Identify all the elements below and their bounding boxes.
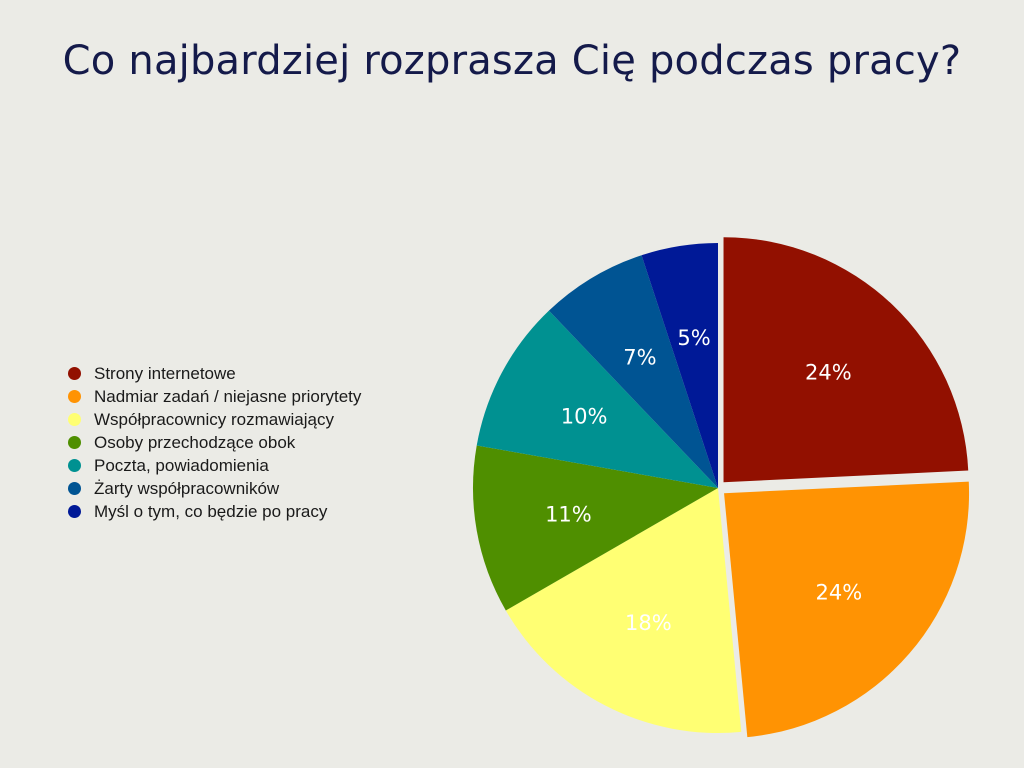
slice-value-label: 10% bbox=[561, 404, 608, 428]
legend-swatch bbox=[68, 482, 81, 495]
slice-value-label: 11% bbox=[545, 502, 592, 526]
legend-item: Współpracownicy rozmawiający bbox=[68, 408, 361, 431]
legend-item: Strony internetowe bbox=[68, 362, 361, 385]
pie-slice bbox=[473, 445, 718, 611]
pie-slice bbox=[724, 481, 970, 738]
pie-slice bbox=[505, 488, 742, 733]
legend-label: Poczta, powiadomienia bbox=[94, 455, 269, 475]
legend-item: Żarty współpracowników bbox=[68, 477, 361, 500]
pie-slice bbox=[548, 255, 718, 488]
pie-slice bbox=[476, 310, 718, 488]
legend-swatch bbox=[68, 390, 81, 403]
slice-value-label: 24% bbox=[805, 360, 852, 384]
pie-slice bbox=[641, 243, 718, 488]
legend-item: Nadmiar zadań / niejasne priorytety bbox=[68, 385, 361, 408]
legend-swatch bbox=[68, 436, 81, 449]
legend-item: Osoby przechodzące obok bbox=[68, 431, 361, 454]
slice-value-label: 24% bbox=[816, 581, 863, 605]
legend-label: Osoby przechodzące obok bbox=[94, 432, 296, 452]
chart-title: Co najbardziej rozprasza Cię podczas pra… bbox=[62, 38, 962, 84]
legend-item: Poczta, powiadomienia bbox=[68, 454, 361, 477]
legend-label: Współpracownicy rozmawiający bbox=[94, 409, 334, 429]
legend-label: Myśl o tym, co będzie po pracy bbox=[94, 501, 328, 521]
chart-legend: Strony internetowe Nadmiar zadań / niejas… bbox=[68, 362, 361, 523]
legend-label: Żarty współpracowników bbox=[94, 478, 280, 498]
legend-swatch bbox=[68, 367, 81, 380]
legend-label: Nadmiar zadań / niejasne priorytety bbox=[94, 386, 362, 406]
legend-swatch bbox=[68, 505, 81, 518]
slice-value-label: 7% bbox=[623, 346, 656, 370]
legend-item: Myśl o tym, co będzie po pracy bbox=[68, 500, 361, 523]
pie-slice bbox=[723, 237, 969, 483]
slice-value-label: 5% bbox=[677, 326, 710, 350]
slice-value-label: 18% bbox=[625, 611, 672, 635]
legend-label: Strony internetowe bbox=[94, 363, 236, 383]
legend-swatch bbox=[68, 459, 81, 472]
legend-swatch bbox=[68, 413, 81, 426]
